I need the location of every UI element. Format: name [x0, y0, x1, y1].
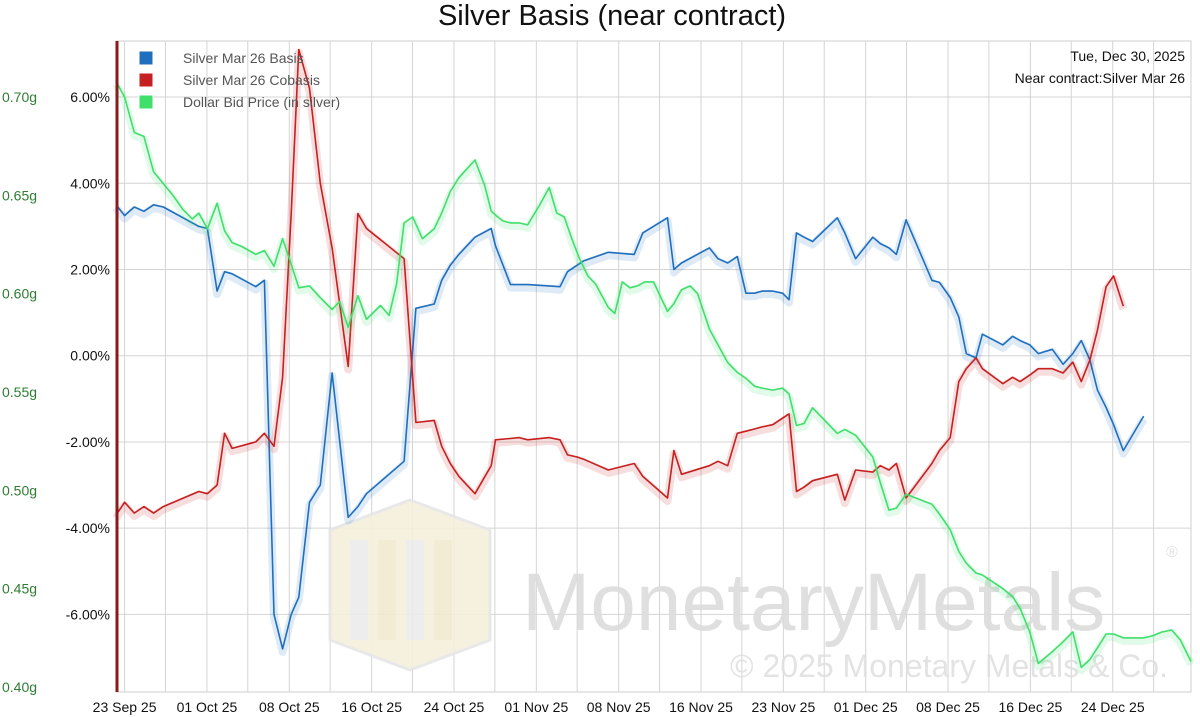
x-tick-label: 08 Nov 25 — [587, 699, 651, 715]
legend-swatch — [138, 72, 154, 88]
y-left-tick-label: -6.00% — [66, 606, 110, 622]
y-right-tick-label: 0.70g — [2, 89, 37, 105]
y-right-tick-label: 0.45g — [2, 581, 37, 597]
x-tick-label: 24 Oct 25 — [424, 699, 485, 715]
y-left-tick-label: -4.00% — [66, 520, 110, 536]
info-date: Tue, Dec 30, 2025 — [1070, 48, 1185, 64]
legend-swatch — [138, 50, 154, 66]
x-tick-label: 24 Dec 25 — [1081, 699, 1145, 715]
x-tick-label: 08 Oct 25 — [259, 699, 320, 715]
x-tick-label: 16 Oct 25 — [341, 699, 402, 715]
series-line-3 — [115, 80, 1192, 669]
info-near-contract: Near contract:Silver Mar 26 — [1015, 70, 1186, 86]
x-tick-label: 01 Oct 25 — [177, 699, 238, 715]
watermark-registered: ® — [1166, 544, 1178, 561]
legend-label: Dollar Bid Price (in silver) — [183, 94, 340, 110]
x-tick-label: 16 Dec 25 — [998, 699, 1062, 715]
y-left-tick-label: 0.00% — [70, 348, 110, 364]
legend: Silver Mar 26 Basis Silver Mar 26 Cobasis… — [138, 50, 340, 110]
y-right-tick-label: 0.65g — [2, 187, 37, 203]
series-shadow-3 — [112, 82, 1195, 675]
x-tick-label: 01 Nov 25 — [504, 699, 568, 715]
y-left-tick-label: 2.00% — [70, 261, 110, 277]
watermark: MonetaryMetals ® © 2025 Monetary Metals … — [328, 498, 1178, 684]
x-tick-label: 08 Dec 25 — [916, 699, 980, 715]
grid — [116, 41, 1191, 692]
y-right-tick-label: 0.55g — [2, 384, 37, 400]
x-axis: 23 Sep 25 01 Oct 25 08 Oct 25 16 Oct 25 24 O… — [93, 699, 1145, 715]
watermark-brand: MonetaryMetals — [522, 557, 1105, 648]
x-tick-label: 16 Nov 25 — [669, 699, 733, 715]
y-right-tick-label: 0.60g — [2, 286, 37, 302]
x-tick-label: 01 Dec 25 — [834, 699, 898, 715]
legend-label: Silver Mar 26 Cobasis — [183, 72, 320, 88]
x-tick-label: 23 Nov 25 — [751, 699, 815, 715]
right-y-axis: 0.70g 0.65g 0.60g 0.55g 0.50g 0.45g 0.40g — [2, 89, 37, 695]
series-line-2 — [115, 48, 1125, 516]
left-y-axis: 6.00% 4.00% 2.00% 0.00% -2.00% -4.00% -6.00% — [66, 89, 110, 622]
y-left-tick-label: 4.00% — [70, 175, 110, 191]
series-layer — [112, 48, 1195, 675]
monetary-metals-logo-icon — [328, 498, 492, 672]
chart-title: Silver Basis (near contract) — [438, 0, 786, 32]
y-right-tick-label: 0.40g — [2, 679, 37, 695]
watermark-copyright: © 2025 Monetary Metals & Co. — [730, 648, 1168, 684]
x-tick-label: 23 Sep 25 — [93, 699, 157, 715]
y-left-tick-label: -2.00% — [66, 434, 110, 450]
series-line-1 — [115, 204, 1145, 650]
legend-swatch — [138, 94, 154, 110]
y-right-tick-label: 0.50g — [2, 482, 37, 498]
y-left-tick-label: 6.00% — [70, 89, 110, 105]
legend-label: Silver Mar 26 Basis — [183, 50, 304, 66]
